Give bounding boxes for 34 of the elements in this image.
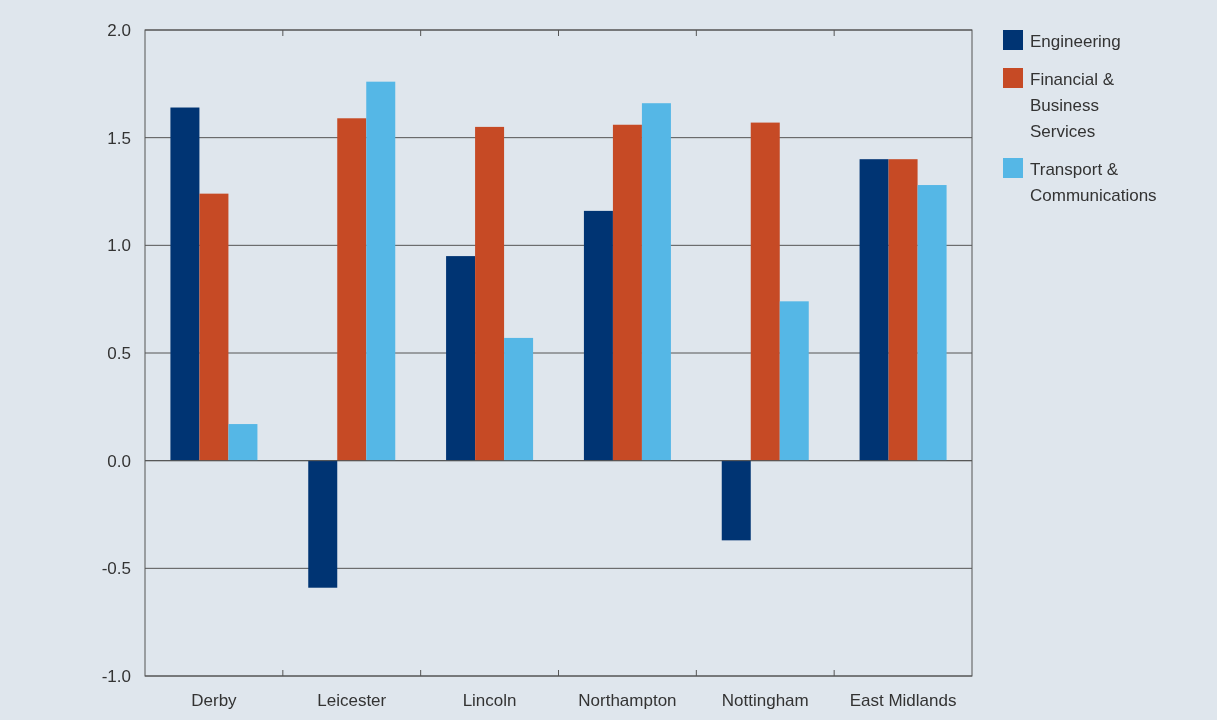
bar xyxy=(750,122,780,461)
x-tick-label: East Midlands xyxy=(849,691,957,710)
legend-label: Engineering xyxy=(1030,32,1121,51)
y-tick-label: 1.5 xyxy=(107,128,131,148)
bar xyxy=(199,193,229,461)
bar xyxy=(228,424,258,461)
x-tick-label: Lincoln xyxy=(462,691,517,710)
legend-label: Transport & Communications xyxy=(1030,160,1157,205)
bar xyxy=(308,460,338,588)
bar xyxy=(583,210,613,461)
y-tick-label: 2.0 xyxy=(107,20,131,40)
bar xyxy=(170,107,200,461)
bar xyxy=(475,126,505,461)
bar xyxy=(612,124,642,461)
bar xyxy=(446,256,476,461)
y-tick-label: -0.5 xyxy=(101,559,131,579)
bar xyxy=(641,103,671,461)
y-tick-label: 0.5 xyxy=(107,343,131,363)
x-tick-label: Northampton xyxy=(578,691,677,710)
bar xyxy=(888,159,918,461)
y-tick-label: 1.0 xyxy=(107,236,131,256)
bar xyxy=(859,159,889,461)
bar xyxy=(366,81,396,461)
bar xyxy=(721,460,751,541)
bar xyxy=(779,301,809,461)
bar xyxy=(337,118,367,461)
y-tick-label: 0.0 xyxy=(107,451,131,471)
bar xyxy=(504,337,534,461)
x-tick-label: Nottingham xyxy=(721,691,809,710)
x-tick-label: Derby xyxy=(191,691,238,710)
legend-label: Financial & Business Services xyxy=(1030,70,1115,141)
x-tick-label: Leicester xyxy=(317,691,387,710)
y-tick-label: -1.0 xyxy=(101,666,131,686)
bar xyxy=(917,185,947,461)
